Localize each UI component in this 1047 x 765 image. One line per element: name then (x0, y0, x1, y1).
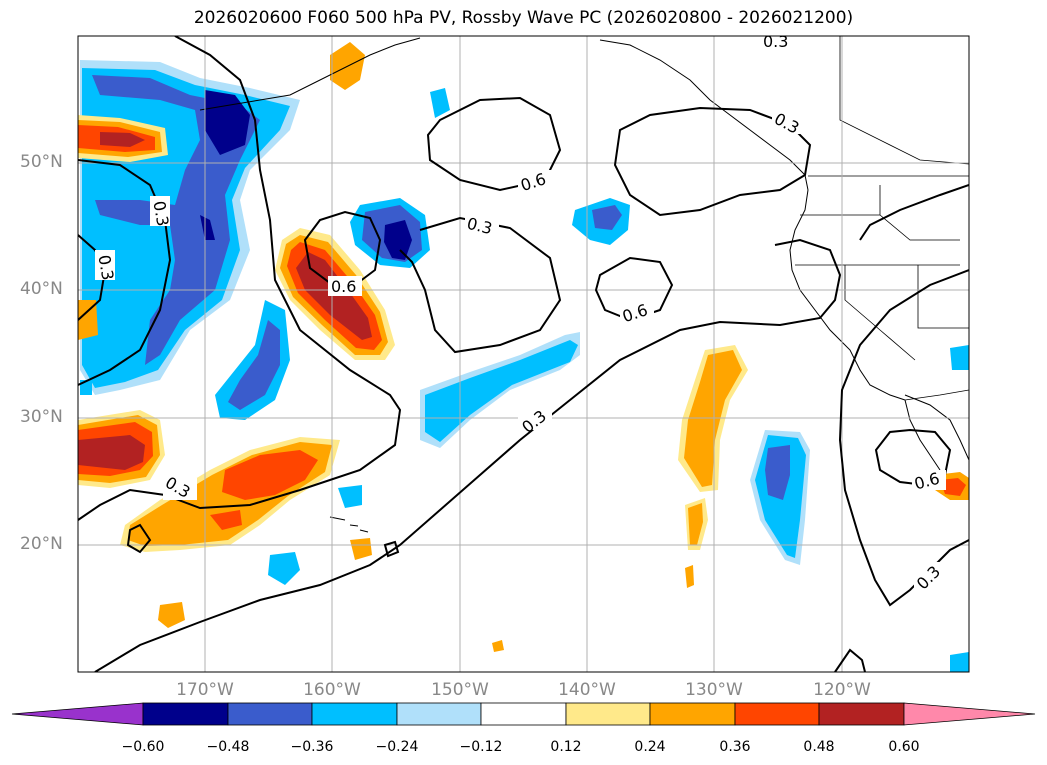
anomaly-red-168w (210, 450, 318, 530)
anomaly-cyan-blob-1 (268, 552, 300, 585)
colorbar-bin-7 (649, 702, 736, 726)
contour-03-long-diagonal (94, 238, 842, 672)
coastlines (199, 37, 969, 533)
colorbar-tick-label: −0.60 (121, 739, 165, 755)
anomaly-orange-blob-2 (350, 538, 372, 560)
anomaly-orange-130w-dot (685, 565, 694, 588)
contour-label: 0.3 (94, 253, 117, 281)
colorbar-tick-label: 0.36 (719, 739, 751, 755)
colorbar-bin-4 (396, 702, 482, 726)
anomaly-navy-155w (384, 220, 412, 260)
anomaly-royal-125w (765, 445, 790, 500)
colorbar-tick-label: −0.48 (206, 739, 250, 755)
coastline-alaska-aleutians (199, 37, 421, 111)
coastline-mexico-mainland (904, 394, 969, 461)
contour-03-se-corner (859, 184, 969, 241)
colorbar-bin-6 (565, 702, 651, 726)
colorbar-bin-2 (227, 702, 313, 726)
contour-03-central-ridge (399, 216, 562, 354)
anomaly-cyan-blob-2 (338, 485, 362, 508)
anomaly-cyan-mid-band (425, 340, 578, 442)
colorbar-bin-1 (142, 702, 229, 726)
contour-03-bottom-loop (834, 648, 866, 672)
gridlines (78, 36, 969, 672)
colorbar-tick-label: 0.12 (550, 739, 582, 755)
contour-03-west-edge (78, 159, 172, 386)
contour-03-hawaii-small (383, 540, 400, 558)
map-frame (77, 35, 970, 673)
colorbar-tick-label: −0.24 (375, 739, 419, 755)
map-plot-area: 0.3 0.3 0.6 0.3 0.3 0.6 0.3 0.6 0.3 0.3 … (78, 32, 969, 672)
contour-label-bg (95, 36, 946, 588)
border-nevada (844, 265, 916, 361)
lat-label-40n: 40°N (20, 279, 63, 299)
colorbar-tick-label: 0.60 (888, 739, 920, 755)
contour-03-north-east (613, 106, 812, 217)
anomaly-orange-blob-4 (492, 640, 504, 652)
anomaly-royal-165w (228, 320, 280, 410)
contour-label-group: 0.3 0.3 0.6 0.3 0.3 0.6 0.3 0.6 0.3 0.3 … (94, 32, 946, 593)
map-title: 2026020600 F060 500 hPa PV, Rossby Wave … (193, 8, 854, 28)
lat-label-50n: 50°N (20, 152, 63, 172)
colorbar-bin-8 (734, 702, 820, 726)
lon-label-160w: 160°W (303, 680, 361, 700)
contour-label: 0.3 (149, 199, 172, 227)
anomaly-orange-blob-3 (78, 300, 98, 340)
contour-06-around-158w (303, 210, 382, 287)
colorbar-extend-min (11, 702, 144, 726)
coastline-british-columbia (599, 39, 809, 191)
contour-06-east (594, 256, 674, 322)
lon-label-130w: 130°W (685, 680, 743, 700)
colorbar-tick-label: 0.48 (803, 739, 835, 755)
contour-label: 0.6 (331, 277, 356, 296)
lon-label-120w: 120°W (813, 680, 871, 700)
colorbar-tick-label: −0.12 (459, 739, 503, 755)
coastline-us-west (789, 189, 906, 401)
lat-label-20n: 20°N (20, 534, 63, 554)
anomaly-navy-nw-core (200, 90, 250, 240)
border-us-mexico (904, 389, 969, 401)
anomaly-royal-140w (592, 205, 622, 230)
anomaly-orange-blob-1 (158, 602, 185, 628)
anomaly-red-baja (940, 478, 966, 496)
lon-label-150w: 150°W (431, 680, 489, 700)
lat-label-30n: 30°N (20, 407, 63, 427)
anomaly-cyan-blob-4 (950, 345, 969, 370)
lon-label-170w: 170°W (176, 680, 234, 700)
colorbar-extend-max (903, 702, 1036, 726)
anomaly-brick-nw (100, 132, 145, 147)
anomaly-cyan-blob-3 (430, 88, 450, 118)
contour-label: 0.3 (763, 32, 788, 51)
contour-03-southern-loop (126, 523, 152, 554)
anomaly-brick-west (78, 435, 145, 470)
political-boundaries (795, 36, 969, 401)
anomaly-cyan-blob-5 (950, 652, 969, 672)
colorbar-bin-3 (311, 702, 398, 726)
colorbar-tick-label: −0.36 (290, 739, 334, 755)
colorbar-tick-label: 0.24 (634, 739, 666, 755)
colorbar-bin-9 (818, 702, 905, 726)
border-idaho (879, 214, 960, 241)
border-utah (917, 265, 969, 329)
colorbar-bin-5 (480, 702, 567, 726)
lon-label-140w: 140°W (558, 680, 616, 700)
coastline-baja (904, 399, 941, 471)
border-alaska-canada (839, 36, 969, 165)
anomaly-orange-130w-south (688, 503, 703, 545)
colorbar (11, 702, 1036, 726)
